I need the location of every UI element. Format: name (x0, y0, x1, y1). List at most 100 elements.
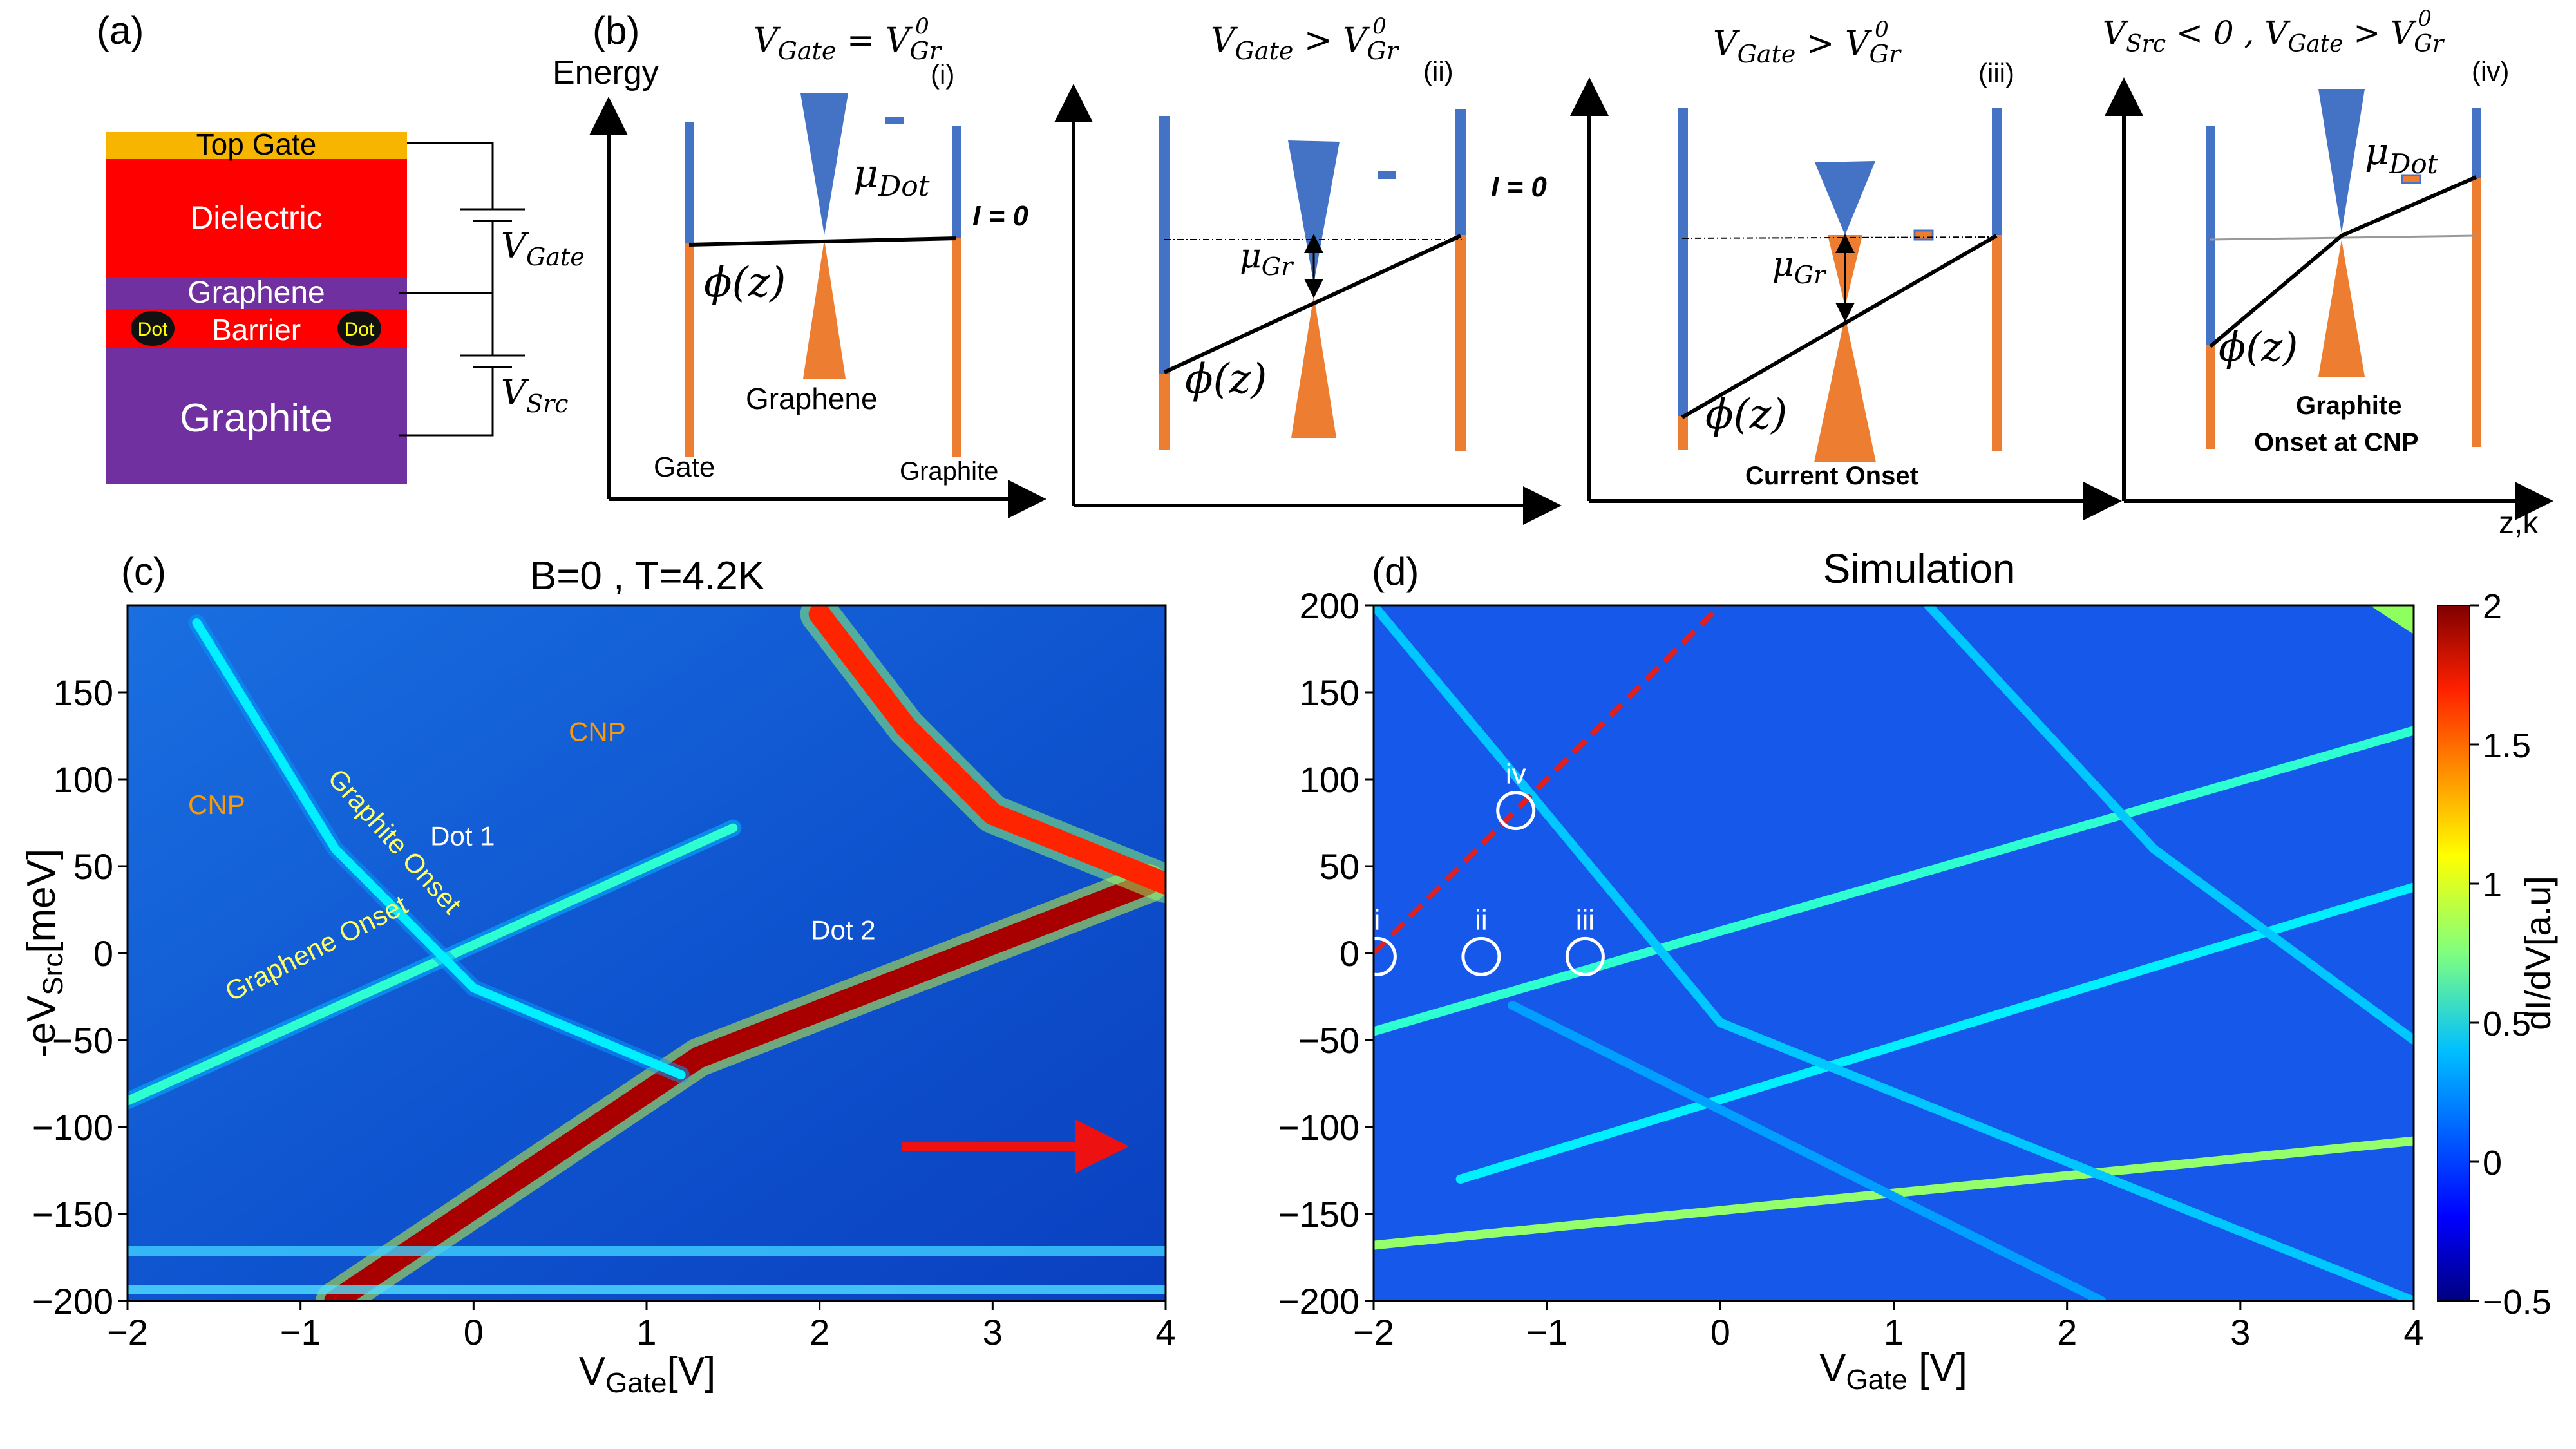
heatmap-d-graphite-curve-3 (1508, 1001, 2107, 1301)
heatmap-c-ylabel: -eVSrc[meV] (19, 849, 69, 1057)
heatmap-d-circle (1357, 936, 1397, 976)
dot-left (131, 311, 175, 346)
heatmap-d-circle-label: iv (1506, 759, 1526, 790)
heatmap-c: B=0 , T=4.2K −2 −1 0 1 2 3 4 −200 −150 −100 −50 0 50… (19, 554, 1176, 1399)
graphite-label: Graphite (180, 396, 333, 440)
dielectric-label: Dielectric (190, 200, 323, 236)
v-gate-label: VGate (501, 225, 585, 271)
heatmap-d-xtick-label: 3 (2230, 1312, 2250, 1352)
heatmap-d-graphene-onset (1374, 726, 2414, 1036)
heatmap-c-xtick-label: 2 (810, 1312, 829, 1352)
heatmap-d-ytick-label: −150 (1278, 1194, 1359, 1235)
heatmap-d-xlabel: VGate [V] (1819, 1346, 1967, 1396)
colorbar-tick-label: 2 (2483, 587, 2502, 626)
heatmap-d-xtick-label: 1 (1884, 1312, 1904, 1352)
heatmap-d-circle-label: ii (1475, 904, 1488, 936)
heatmap-c-ytick-label: 150 (53, 672, 113, 713)
heatmap-d-circle (1461, 936, 1501, 976)
heatmap-c-ytick-label: 100 (53, 759, 113, 800)
mu-gr-label-iii: μGr (1772, 245, 1827, 289)
heatmap-d-circle (1496, 791, 1536, 831)
heatmap-d-title: Simulation (1823, 545, 2016, 592)
heatmap-c-graphene-onset (128, 823, 738, 1106)
heatmap-d-ytick-label: −100 (1278, 1107, 1359, 1148)
heatmap-c-annotation: CNP (569, 717, 626, 747)
heatmap-c-ytick-label: −150 (32, 1194, 113, 1235)
heatmap-c-ytick-label: −50 (52, 1020, 113, 1061)
heatmap-d-xtick-label: 0 (1710, 1312, 1730, 1352)
band-tag-i: (i) (931, 59, 954, 90)
heatmap-d-dashed-line (1374, 605, 1723, 955)
phi-label-ii: ϕ(z) (1185, 355, 1267, 403)
dot-right-label: Dot (345, 319, 375, 340)
heatmap-c-annotation: Dot 1 (430, 821, 495, 851)
current-onset-label: Current Onset (1745, 462, 1918, 490)
gate-band-label: Gate (654, 451, 715, 483)
heatmap-c-xlabel: VGate[V] (579, 1349, 716, 1399)
heatmap-d-features (1374, 605, 2414, 1301)
heatmap-c-xtick-label: 3 (983, 1312, 1003, 1352)
circuit (399, 142, 525, 437)
heatmap-d-graphite-curve-2 (1924, 605, 2414, 1045)
band-diagram-i: VGate = VGr0 (i) μDot I = 0 ϕ(z) Graphen… (589, 14, 1046, 518)
band-title-ii: VGate > VGr0 (1211, 14, 1400, 65)
current-label-ii: I = 0 (1491, 171, 1547, 203)
heatmap-d-ytick-label: 0 (1340, 933, 1359, 974)
band-diagram-ii: VGate > VGr0 (ii) μGr I = 0 ϕ(z) (1054, 14, 1562, 525)
heatmap-d-ytick-label: 200 (1300, 585, 1359, 626)
band-diagram-iv: VSrc < 0 , VGate > VGr0 (iv) μDot ϕ(z) G… (2103, 6, 2553, 520)
heatmap-c-xtick-label: 4 (1155, 1312, 1175, 1352)
energy-axis-label: Energy (553, 54, 659, 91)
mu-gr-label-ii: μGr (1240, 237, 1294, 281)
graphene-band-label: Graphene (746, 382, 878, 415)
heatmap-c-xtick-label: 0 (464, 1312, 484, 1352)
heatmap-d-ytick-label: −50 (1298, 1020, 1359, 1061)
graphite-band-label: Graphite (900, 457, 998, 486)
mu-dot-label-iv: μDot (2365, 129, 2438, 180)
heatmap-d-dot-line-1 (1455, 882, 2414, 1184)
heatmap-c-annotation: CNP (188, 790, 245, 820)
phi-label-iv: ϕ(z) (2219, 323, 2298, 370)
heatmap-c-strong-diagonal (324, 873, 1160, 1301)
heatmap-d-graphite-curve-1 (1374, 605, 2414, 1301)
panel-letter-b: (b) (592, 9, 639, 52)
colorbar-ticks: −0.5 0 0.5 1 1.5 2 (2470, 587, 2552, 1321)
heatmap-d-circle-label: i (1374, 904, 1380, 936)
dot-left-label: Dot (138, 319, 168, 340)
colorbar (2437, 605, 2470, 1302)
panel-letter-a: (a) (97, 9, 144, 52)
colorbar-tick-label: 1 (2483, 866, 2502, 904)
panel-letter-c: (c) (121, 550, 166, 593)
heatmap-c-cnp-curve (808, 605, 1166, 895)
band-tag-iv: (iv) (2472, 56, 2509, 86)
colorbar-tick-label: 0 (2483, 1144, 2502, 1182)
heatmap-c-xtick-label: −2 (107, 1312, 148, 1352)
heatmap-c-extra (128, 1246, 1166, 1294)
heatmap-d-background (1374, 605, 2414, 1301)
phi-label-i: ϕ(z) (704, 259, 786, 307)
heatmap-c-ytick-label: −100 (32, 1107, 113, 1148)
v-src-label: VSrc (501, 372, 568, 418)
graphite-layer (106, 348, 407, 484)
band-tag-iii: (iii) (1978, 58, 2014, 88)
heatmap-d-ytick-label: 150 (1300, 672, 1359, 713)
heatmap-c-xtick-label: −1 (280, 1312, 321, 1352)
heatmap-c-axes: −2 −1 0 1 2 3 4 −200 −150 −100 −50 0 50 100 150 (32, 672, 1176, 1352)
graphene-label: Graphene (187, 276, 325, 310)
band-diagram-iii: VGate > VGr0 (iii) μGr ϕ(z) Current Onse… (1570, 17, 2122, 520)
graphite-onset-label-b: Onset at CNP (2254, 428, 2419, 457)
band-diagrams: Energy z,k VGate = VGr0 (i) μDot I = 0 ϕ… (553, 6, 2553, 540)
top-gate-label: Top Gate (196, 128, 317, 161)
heatmap-d-ytick-label: 50 (1320, 846, 1359, 887)
heatmap-d-xtick-label: −2 (1353, 1312, 1394, 1352)
heatmap-c-ytick-label: −200 (32, 1281, 113, 1321)
colorbar-tick-label: 0.5 (2483, 1005, 2531, 1043)
dot-right (337, 311, 381, 346)
heatmap-d-circle (1565, 936, 1605, 976)
colorbar-label: dI/dV[a.u] (2517, 876, 2558, 1030)
dielectric-layer (106, 159, 407, 277)
mu-dot-label-i: μDot (853, 151, 930, 203)
colorbar-tick-label: 1.5 (2483, 726, 2531, 765)
